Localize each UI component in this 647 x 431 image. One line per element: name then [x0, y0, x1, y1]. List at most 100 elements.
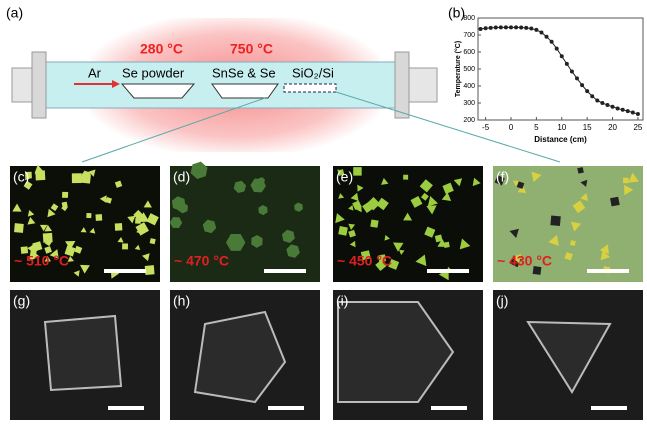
panel-label: (j) — [496, 293, 508, 309]
scale-bar — [591, 406, 627, 410]
flake — [577, 167, 584, 174]
boat — [212, 84, 278, 98]
y-tick-label: 500 — [463, 66, 475, 73]
flake — [338, 226, 348, 236]
data-point — [605, 103, 609, 107]
scale-bar — [104, 269, 146, 273]
data-point — [524, 26, 528, 30]
scale-bar — [431, 406, 467, 410]
scale-bar — [264, 269, 306, 273]
source-label: SnSe & Se — [212, 65, 276, 80]
y-tick-label: 800 — [463, 15, 475, 22]
flake — [43, 233, 53, 243]
flake — [610, 197, 620, 207]
panel-label: (i) — [336, 293, 348, 309]
panel-label: (a) — [6, 5, 23, 21]
x-tick-label: 10 — [557, 123, 566, 132]
data-point — [621, 108, 625, 112]
y-tick-label: 200 — [463, 117, 475, 124]
plot-frame — [478, 18, 643, 120]
boat — [122, 84, 194, 98]
gas-label: Ar — [88, 65, 102, 80]
data-point — [611, 105, 615, 109]
x-tick-label: 5 — [534, 123, 539, 132]
substrate — [284, 84, 336, 92]
temperature-label: 750 °C — [230, 41, 273, 57]
x-axis-label: Distance (cm) — [534, 135, 587, 144]
x-tick-label: 20 — [608, 123, 617, 132]
growth-temperature: ~ 510 °C — [14, 253, 69, 269]
panel-label: (h) — [173, 293, 190, 309]
flake — [62, 202, 68, 208]
data-point — [565, 62, 569, 66]
substrate-label: SiO₂/Si — [292, 65, 334, 80]
micrographs: (c) ~ 510 °C (g) (d) ~ 470 °C (h) (e) ~ 450 °C (… — [10, 162, 643, 420]
data-point — [570, 70, 574, 74]
x-tick-label: 25 — [633, 123, 642, 132]
data-point — [504, 25, 508, 29]
flake — [72, 173, 82, 183]
panel-label: (e) — [336, 169, 353, 185]
panel-label: (d) — [173, 169, 190, 185]
scale-bar — [427, 269, 469, 273]
growth-temperature: ~ 450 °C — [337, 253, 392, 269]
figure: (a) 280 °C 750 °C Ar Se powder SnSe & Se… — [0, 0, 647, 426]
flake — [353, 167, 361, 175]
data-point — [626, 109, 630, 113]
data-point — [550, 40, 554, 44]
data-point — [494, 26, 498, 30]
y-tick-label: 400 — [463, 83, 475, 90]
data-point — [590, 94, 594, 98]
data-point — [600, 101, 604, 105]
end-cap — [395, 52, 409, 118]
flake — [14, 223, 24, 233]
scale-bar — [587, 269, 629, 273]
panel-label: (g) — [13, 293, 30, 309]
end-cap — [409, 68, 437, 102]
flake — [115, 223, 123, 231]
data-point — [539, 30, 543, 34]
panel-label: (c) — [13, 169, 29, 185]
flake — [122, 244, 128, 250]
data-point — [529, 27, 533, 31]
data-point — [499, 25, 503, 29]
flake — [95, 214, 102, 221]
panel-label: (f) — [496, 169, 509, 185]
data-point — [585, 89, 589, 93]
end-cap — [32, 52, 46, 118]
x-tick-label: -5 — [482, 123, 490, 132]
data-point — [555, 47, 559, 51]
flake — [62, 192, 68, 198]
x-tick-label: 0 — [509, 123, 514, 132]
data-point — [616, 106, 620, 110]
flake — [570, 240, 576, 246]
flake — [403, 175, 408, 180]
temperature-label: 280 °C — [140, 41, 183, 57]
scale-bar — [108, 406, 144, 410]
scale-bar — [268, 406, 304, 410]
source-label: Se powder — [122, 65, 185, 80]
data-point — [509, 25, 513, 29]
data-point — [636, 112, 640, 116]
data-point — [595, 98, 599, 102]
flake — [623, 178, 629, 184]
data-point — [479, 27, 483, 31]
flake — [145, 265, 155, 275]
data-point — [575, 76, 579, 80]
data-point — [514, 25, 518, 29]
growth-temperature: ~ 470 °C — [174, 253, 229, 269]
data-point — [484, 26, 488, 30]
y-axis-label: Temperature (°C) — [454, 41, 462, 97]
data-point — [560, 54, 564, 58]
data-line — [481, 27, 638, 114]
flake — [370, 219, 378, 227]
data-point — [580, 83, 584, 87]
flake — [86, 213, 91, 218]
y-tick-label: 700 — [463, 32, 475, 39]
y-tick-label: 300 — [463, 100, 475, 107]
data-point — [534, 28, 538, 32]
data-point — [519, 26, 523, 30]
x-tick-label: 15 — [583, 123, 592, 132]
data-point — [631, 111, 635, 115]
